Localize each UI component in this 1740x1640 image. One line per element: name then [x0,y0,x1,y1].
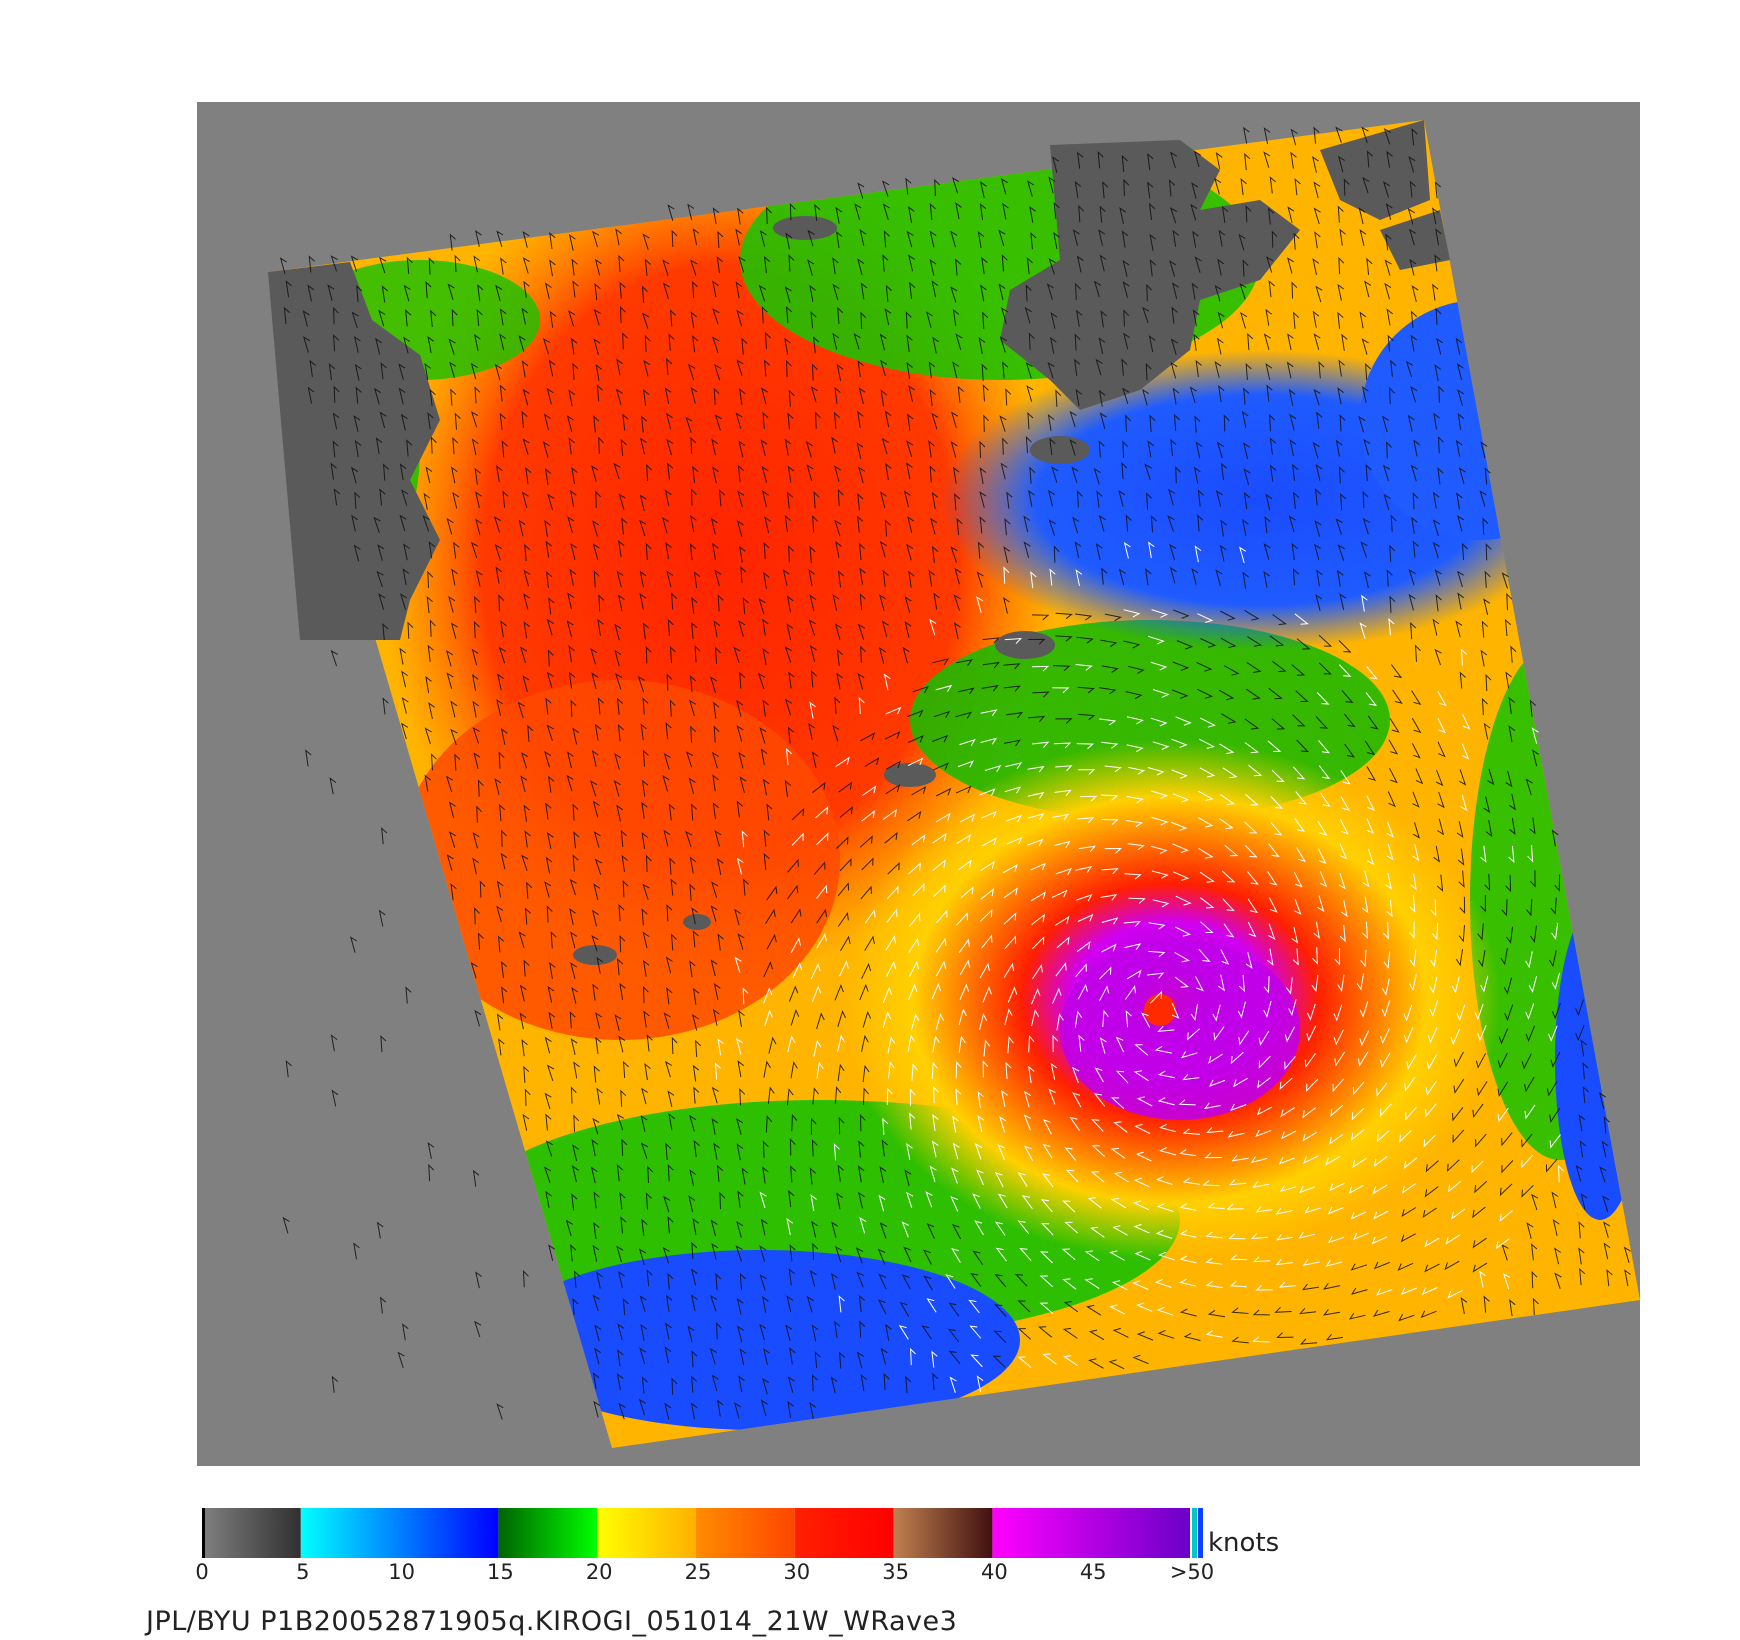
land [268,120,1450,965]
land-korea [268,262,440,640]
colorbar-segment [597,1508,696,1558]
colorbar-tick-label: 20 [585,1560,613,1584]
land-island-2 [1030,436,1090,464]
colorbar-segment [202,1508,301,1558]
land-east-tip [1380,210,1450,270]
colorbar-tick-label: 35 [882,1560,909,1584]
colorbar-end-strip [1198,1508,1203,1558]
colorbar-tick-label: 45 [1079,1560,1107,1584]
colorbar-segment [300,1508,499,1558]
wind-barbs-light [714,541,1564,1393]
colorbar-segment [498,1508,598,1558]
colorbar-tick-label: >50 [1169,1560,1215,1584]
colorbar-tick-label: 5 [296,1560,310,1584]
land-island-6 [683,914,711,930]
colorbar-segment [794,1508,894,1558]
colorbar-units: knots [1208,1528,1280,1558]
colorbar-left-edge [202,1508,205,1558]
colorbar-tick-label: 25 [684,1560,712,1584]
land-honshu [1000,140,1300,410]
colorbar-segment [893,1508,993,1558]
colorbar-tick-label: 15 [487,1560,514,1584]
land-island-1 [773,216,837,240]
colorbar [202,1508,1203,1558]
colorbar-end-strip [1192,1508,1197,1558]
colorbar-tick-label: 10 [388,1560,415,1584]
colorbar-segment [992,1508,1190,1558]
footer-caption: JPL/BYU P1B20052871905q.KIROGI_051014_21… [146,1606,958,1637]
land-island-4 [884,763,936,787]
wind-barbs [279,126,1631,1420]
wind-barbs-dark [279,126,1631,1420]
colorbar-tick-label: 0 [195,1560,209,1584]
land-island-5 [573,945,617,965]
colorbar-tick-label: 40 [981,1560,1008,1584]
colorbar-tick-label: 30 [783,1560,811,1584]
colorbar-segment [696,1508,795,1558]
land-hokkaido [1320,120,1430,220]
land-island-3 [995,631,1055,659]
